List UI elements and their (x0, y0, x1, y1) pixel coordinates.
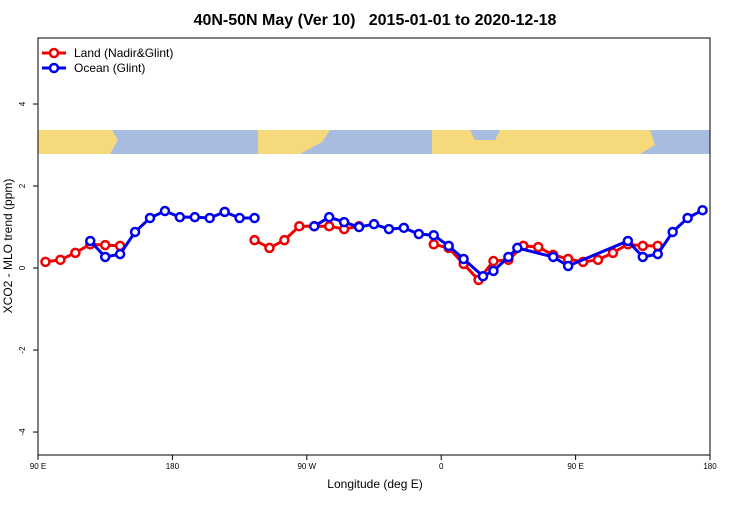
x-tick-label: 180 (166, 462, 180, 471)
x-tick-label: 180 (703, 462, 717, 471)
x-tick-label: 90 E (567, 462, 583, 471)
data-point (428, 229, 439, 241)
data-point (413, 228, 425, 240)
data-point (323, 220, 335, 232)
plot-frame (37, 37, 711, 456)
data-point (562, 260, 574, 272)
data-point (458, 253, 469, 265)
data-point (159, 205, 171, 217)
data-point (249, 234, 260, 246)
y-tick-label: 0 (18, 265, 27, 270)
x-axis-label: Longitude (deg E) (327, 477, 422, 491)
data-point (85, 235, 96, 247)
data-point (667, 226, 678, 238)
legend-marker (48, 47, 60, 59)
chart-title: 40N-50N May (Ver 10) 2015-01-01 to 2020-… (194, 12, 557, 29)
data-point (682, 212, 693, 224)
data-point (174, 211, 186, 223)
data-point (294, 220, 305, 232)
data-point (204, 212, 215, 224)
data-point (512, 242, 523, 254)
data-point (249, 212, 260, 224)
data-point (309, 220, 320, 232)
data-point (477, 270, 489, 282)
x-tick-label: 0 (439, 462, 444, 471)
data-point (503, 251, 514, 263)
legend-marker (48, 62, 60, 74)
data-point (547, 251, 559, 263)
x-tick-label: 90 W (297, 462, 316, 471)
data-point (398, 222, 410, 234)
data-point (637, 240, 649, 252)
map-strip (38, 130, 710, 154)
y-tick-label: -4 (18, 428, 27, 436)
x-tick-label: 90 E (30, 462, 46, 471)
data-point (219, 206, 230, 218)
data-point (607, 247, 619, 259)
y-tick-label: -2 (18, 346, 27, 354)
data-point (55, 254, 66, 266)
data-point (338, 216, 350, 228)
data-point (488, 255, 499, 267)
data-point (428, 238, 439, 250)
data-point (533, 241, 544, 253)
legend-label: Land (Nadir&Glint) (74, 46, 173, 60)
data-point (279, 234, 290, 246)
data-point (40, 256, 51, 268)
data-point (99, 239, 111, 251)
data-point (144, 212, 156, 224)
legend-label: Ocean (Glint) (74, 61, 145, 75)
data-point (353, 221, 365, 233)
data-point (368, 218, 380, 230)
data-point (234, 212, 245, 224)
y-tick-label: 4 (18, 101, 27, 106)
data-point (264, 242, 275, 254)
data-point (443, 240, 454, 252)
data-point (488, 265, 499, 277)
y-axis-label: XCO2 - MLO trend (ppm) (1, 179, 15, 314)
data-point (70, 247, 81, 259)
data-point (697, 204, 708, 216)
data-point (99, 251, 111, 263)
data-point (114, 248, 126, 260)
data-point (592, 254, 604, 266)
data-point (652, 248, 663, 260)
data-point (622, 235, 634, 247)
data-point (383, 223, 395, 235)
data-point (323, 211, 335, 223)
y-tick-label: 2 (18, 183, 27, 188)
data-point (129, 226, 141, 238)
data-point (189, 211, 201, 223)
data-point (637, 251, 649, 263)
